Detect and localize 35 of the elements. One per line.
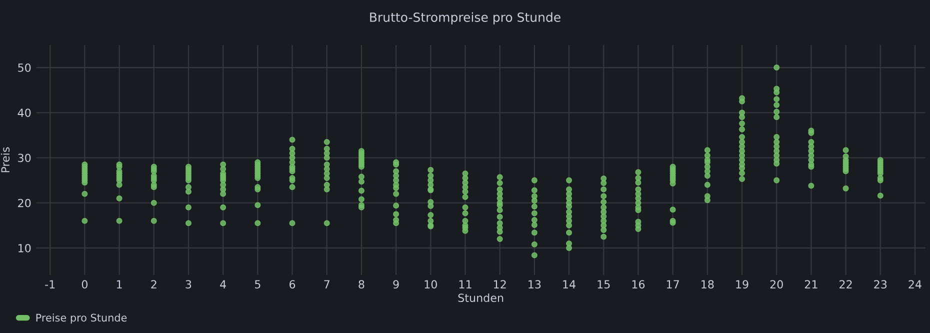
x-tick-label: 4 <box>220 280 226 288</box>
x-tick-label: 20 <box>770 280 783 289</box>
x-tick-label: 0 <box>82 280 88 289</box>
x-tick-label: 17 <box>666 280 679 288</box>
legend-label: Preise pro Stunde <box>36 314 127 324</box>
x-tick-label: 3 <box>186 280 192 289</box>
x-tick-label: 13 <box>528 280 541 289</box>
x-axis-title: Stunden <box>458 293 504 302</box>
x-tick-label: 22 <box>840 280 852 288</box>
x-tick-label: 15 <box>598 280 610 289</box>
x-tick-label: 7 <box>324 280 330 288</box>
y-tick-label: 40 <box>18 108 31 118</box>
y-axis-title: Preis <box>0 147 10 172</box>
x-tick-label: 11 <box>459 280 472 288</box>
x-tick-label: 23 <box>874 280 887 289</box>
y-tick-label: 50 <box>18 63 31 72</box>
x-tick-label: 21 <box>804 280 818 288</box>
x-tick-label: -1 <box>45 280 55 288</box>
x-tick-label: 6 <box>290 280 296 289</box>
x-tick-label: 8 <box>358 280 364 289</box>
x-tick-label: 19 <box>736 280 748 289</box>
x-tick-label: 16 <box>632 280 645 289</box>
x-tick-label: 9 <box>393 280 399 289</box>
x-tick-label: 1 <box>116 280 122 288</box>
x-tick-label: 14 <box>563 280 576 288</box>
x-tick-label: 2 <box>151 280 156 288</box>
chart-title: Brutto-Strompreise pro Stunde <box>370 12 560 24</box>
x-tick-label: 24 <box>908 280 922 288</box>
x-tick-label: 12 <box>494 280 506 288</box>
y-tick-label: 30 <box>18 154 31 162</box>
x-tick-label: 10 <box>424 280 437 289</box>
x-tick-label: 18 <box>702 280 714 289</box>
y-tick-label: 20 <box>18 198 31 208</box>
x-tick-label: 5 <box>255 280 260 289</box>
y-tick-label: 10 <box>18 244 31 252</box>
